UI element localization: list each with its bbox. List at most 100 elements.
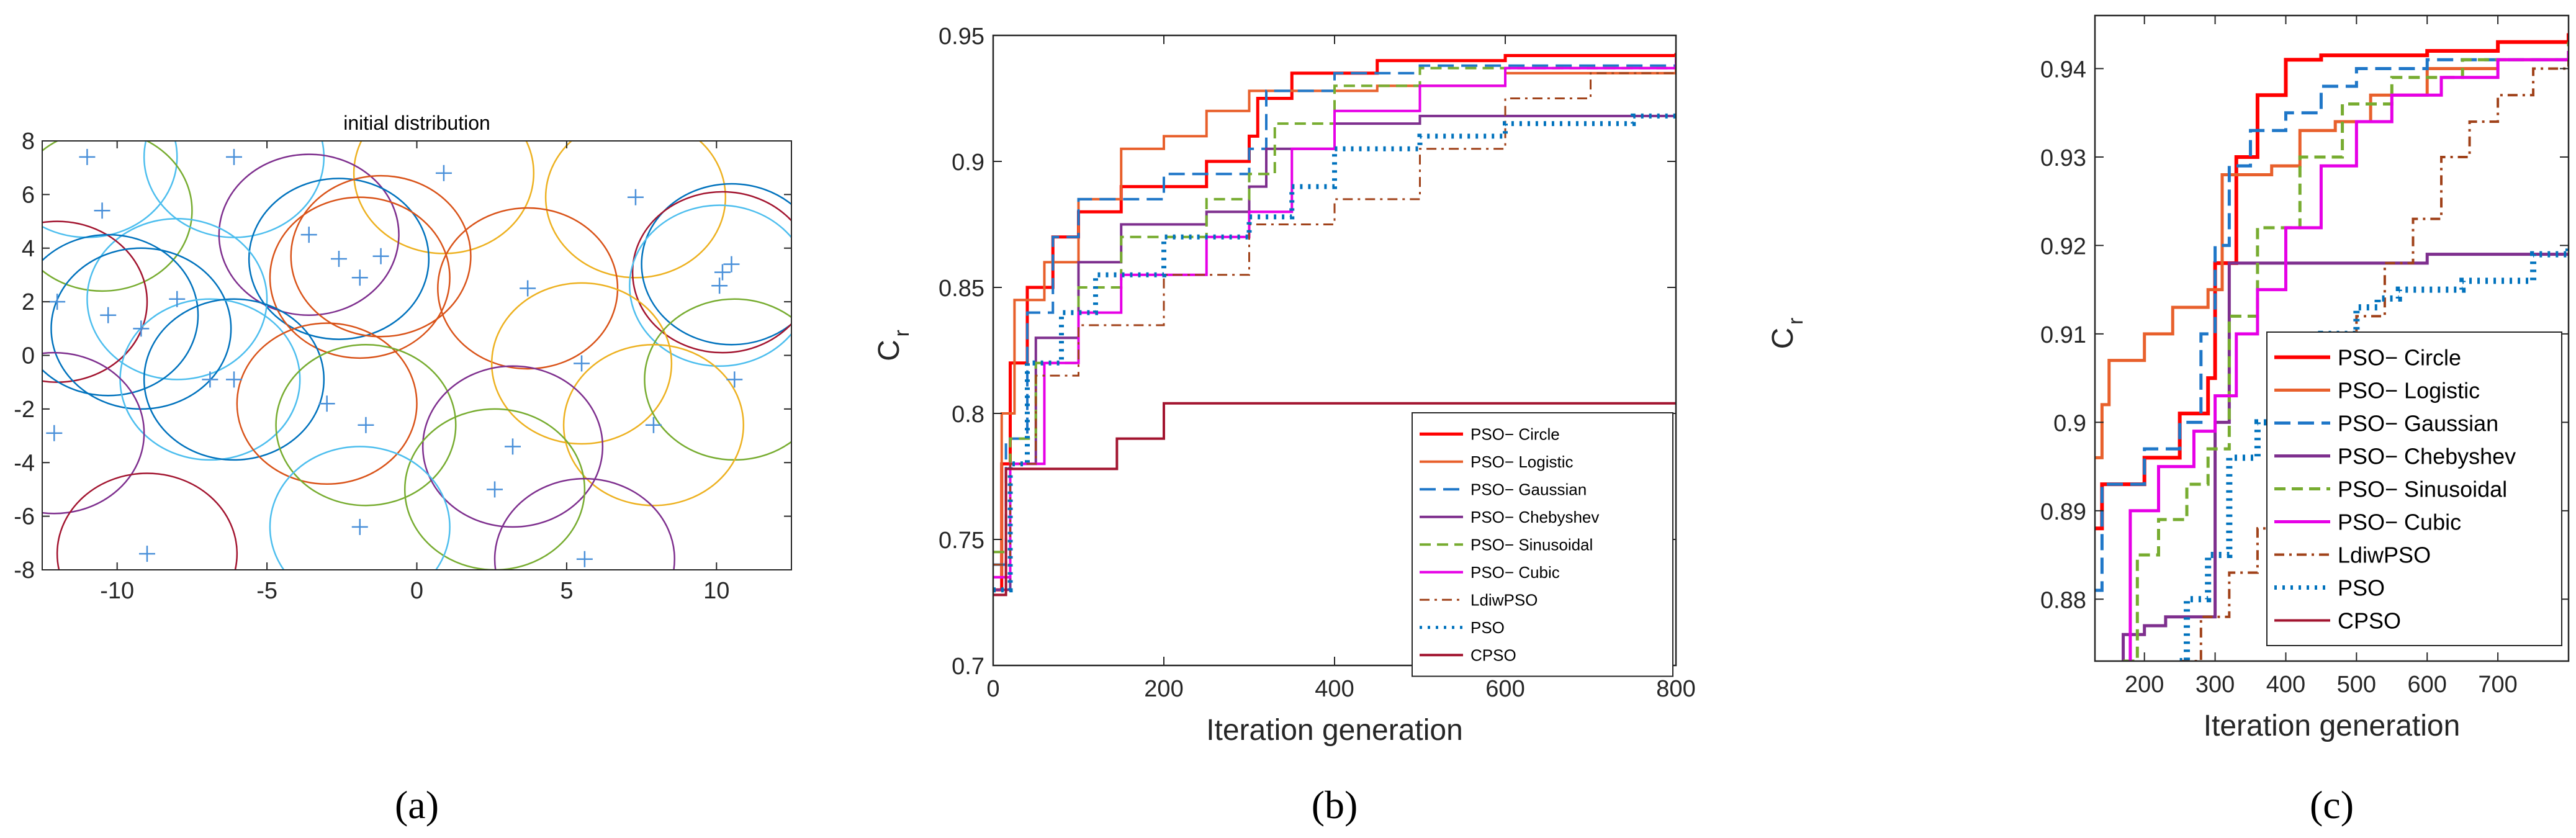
legend-entry: PSO− Logistic (2338, 377, 2480, 403)
y-tick-label: 0.93 (2040, 145, 2086, 171)
series-line-2 (2095, 50, 2569, 592)
coverage-circle (631, 191, 791, 354)
coverage-circle (353, 141, 534, 255)
y-tick-label: 0.92 (2040, 233, 2086, 259)
coverage-circle (42, 141, 193, 292)
legend-entry: PSO− Circle (1470, 425, 1560, 444)
x-tick-label: 200 (2125, 672, 2164, 698)
sensor-point (435, 164, 452, 181)
y-tick-label: 0.85 (939, 276, 984, 302)
legend-entry: LdiwPSO (2338, 542, 2431, 567)
x-tick-label: 400 (1315, 676, 1354, 702)
legend-entry: PSO− Chebyshev (2338, 443, 2516, 469)
x-tick-label: 5 (560, 578, 573, 604)
y-axis-label: Cr (873, 330, 914, 361)
sensor-point (487, 481, 503, 498)
legend-entry: PSO− Circle (2338, 345, 2461, 370)
legend-box (1412, 412, 1673, 677)
y-tick-label: 0.7 (952, 654, 984, 680)
sensor-point (358, 417, 374, 433)
legend-entry: PSO− Gaussian (2338, 410, 2498, 436)
sensor-point (714, 264, 731, 281)
sensor-point (49, 294, 66, 310)
legend-entry: PSO− Logistic (1470, 453, 1573, 471)
sensor-point (225, 148, 242, 165)
coverage-circle (56, 472, 238, 570)
svg-text:C: C (873, 340, 906, 361)
x-tick-label: 10 (703, 578, 729, 604)
sensor-point (711, 277, 728, 294)
sensor-point (46, 425, 63, 441)
y-tick-label: 0.9 (2053, 410, 2086, 436)
legend-entry: PSO− Cubic (2338, 509, 2461, 534)
coverage-circle (641, 182, 791, 346)
svg-text:C: C (1767, 328, 1799, 349)
sensor-point (300, 227, 317, 243)
scatter-plot (42, 141, 791, 570)
y-tick-label: 8 (22, 128, 35, 155)
coverage-circle (248, 178, 430, 340)
sensor-point (504, 438, 521, 455)
plot-frame (2094, 14, 2570, 662)
sensor-point (133, 320, 150, 337)
y-tick-label: 6 (22, 182, 35, 208)
coverage-circle (50, 247, 232, 410)
x-axis-label: Iteration generation (2204, 710, 2461, 742)
legend-entry: PSO− Chebyshev (1470, 508, 1599, 526)
legend-entry: CPSO (1470, 646, 1516, 665)
coverage-circle (236, 322, 418, 485)
sensor-point (79, 148, 96, 165)
coverage-circle (269, 196, 451, 359)
coverage-circle (437, 207, 619, 370)
sensor-point (94, 202, 110, 219)
x-tick-label: 0 (986, 676, 999, 702)
sensor-point (100, 307, 117, 323)
sensor-point (520, 280, 536, 297)
y-tick-label: 0.9 (952, 150, 984, 176)
sensor-point (330, 251, 347, 268)
sensor-point (574, 355, 590, 372)
sensor-point (627, 189, 644, 205)
y-tick-label: 0.88 (2040, 587, 2086, 613)
legend: PSO− Circle PSO− Logistic PSO− Gaussian PSO… (2266, 331, 2562, 646)
chart-title: initial distribution (343, 112, 490, 134)
y-axis-label: Cr (1767, 318, 1808, 349)
sensor-point (576, 551, 593, 567)
series-line-0 (993, 53, 1676, 592)
sensor-point (645, 417, 662, 433)
y-tick-label: 0.8 (952, 402, 984, 428)
y-tick-label: -2 (14, 397, 35, 423)
coverage-circle (290, 174, 472, 338)
sensor-point (138, 546, 155, 562)
coverage-circle (42, 233, 199, 397)
y-tick-label: 4 (22, 236, 35, 262)
sensor-point (202, 371, 218, 388)
legend-entry: PSO− Cubic (1470, 563, 1560, 582)
y-tick-label: -4 (14, 450, 35, 476)
sensor-point (169, 291, 186, 307)
y-tick-label: 0.95 (939, 24, 984, 50)
series-line-0 (2095, 33, 2569, 531)
series-line-7 (993, 110, 1676, 593)
series-line-8 (993, 402, 1676, 597)
x-tick-label: 600 (2408, 672, 2447, 698)
y-tick-label: 0 (22, 343, 35, 369)
legend-entry: PSO− Gaussian (1470, 480, 1587, 499)
x-tick-label: 200 (1144, 676, 1183, 702)
coverage-circle (143, 298, 325, 461)
coverage-circle (42, 351, 145, 515)
legend-entry: PSO− Sinusoidal (2338, 476, 2507, 502)
series-line-6 (2179, 60, 2569, 661)
sensor-point (351, 269, 368, 286)
coverage-circle (629, 204, 791, 367)
series-line-3 (2122, 253, 2569, 661)
x-tick-label: 500 (2337, 672, 2376, 698)
coverage-circle (86, 217, 268, 381)
sensor-point (726, 371, 743, 388)
y-tick-label: 0.91 (2040, 322, 2086, 348)
plot-area (42, 141, 791, 570)
legend-entry: PSO− Sinusoidal (1470, 536, 1593, 554)
x-tick-label: 800 (1656, 676, 1695, 702)
legend: PSO− Circle PSO− Logistic PSO− Gaussian PSO… (1412, 412, 1673, 677)
